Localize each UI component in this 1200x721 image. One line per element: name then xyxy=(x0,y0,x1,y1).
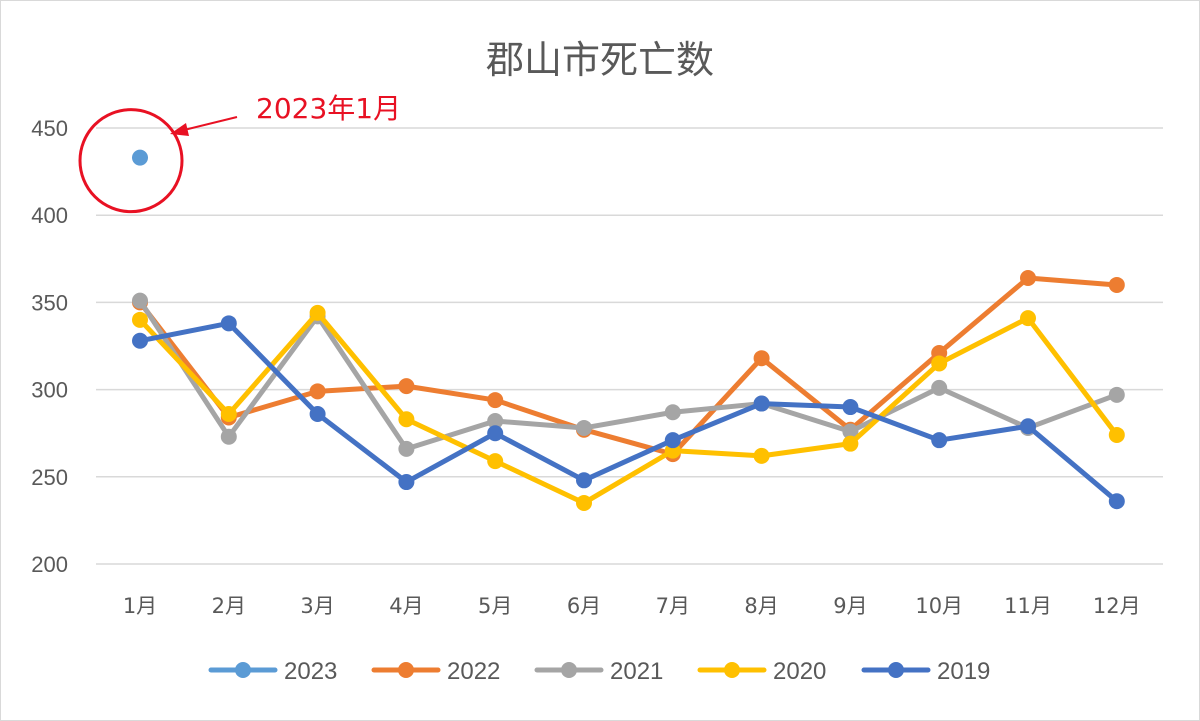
data-point xyxy=(664,404,681,421)
data-point xyxy=(931,432,948,449)
x-tick-label: 2月 xyxy=(212,594,246,618)
data-point xyxy=(664,432,681,449)
data-point xyxy=(1020,269,1036,286)
data-point xyxy=(931,355,948,372)
legend-item-2020: 2020 xyxy=(697,658,826,685)
x-tick-label: 8月 xyxy=(744,594,778,618)
y-tick-label: 350 xyxy=(31,290,68,315)
data-point xyxy=(753,447,770,464)
legend-label: 2022 xyxy=(447,658,500,685)
data-point xyxy=(487,425,504,442)
data-point xyxy=(842,423,859,440)
series-line xyxy=(137,275,1120,457)
legend-item-2023: 2023 xyxy=(208,658,337,685)
series-2019 xyxy=(132,315,1125,510)
data-point xyxy=(842,399,859,416)
x-tick-label: 10月 xyxy=(915,594,963,618)
legend-marker xyxy=(561,662,577,678)
annotation-highlight-circle xyxy=(78,108,184,214)
legend-item-2022: 2022 xyxy=(371,658,500,685)
legend-marker xyxy=(235,662,251,678)
annotation-arrow xyxy=(183,116,238,131)
x-tick-label: 11月 xyxy=(1004,594,1052,618)
annotation: 2023年1月 xyxy=(78,92,401,214)
x-tick-label: 1月 xyxy=(123,594,157,618)
x-tick-label: 6月 xyxy=(567,594,601,618)
series-line xyxy=(137,320,1120,504)
x-tick-label: 7月 xyxy=(656,594,690,618)
data-point xyxy=(132,149,148,166)
data-point xyxy=(576,419,592,436)
data-point xyxy=(309,304,326,321)
x-tick-label: 9月 xyxy=(833,594,867,618)
x-tick-label: 3月 xyxy=(300,594,334,618)
series-2020 xyxy=(132,304,1125,511)
data-point xyxy=(1108,276,1125,293)
annotation-label: 2023年1月 xyxy=(256,92,401,125)
series-2023 xyxy=(132,149,148,166)
series-line xyxy=(137,310,1120,506)
data-point xyxy=(220,428,237,445)
data-point xyxy=(842,435,859,452)
chart-title: 郡山市死亡数 xyxy=(486,38,714,82)
data-point xyxy=(398,378,415,395)
legend-item-2019: 2019 xyxy=(861,658,990,685)
data-point xyxy=(487,453,504,470)
x-tick-label: 5月 xyxy=(478,594,512,618)
data-point xyxy=(220,406,237,423)
legend-label: 2020 xyxy=(773,658,826,685)
data-point xyxy=(576,494,592,511)
gridlines xyxy=(96,127,1163,565)
series-line xyxy=(137,298,1120,452)
data-point xyxy=(1108,386,1125,403)
annotation-arrowhead xyxy=(170,123,189,136)
data-point xyxy=(753,350,770,367)
x-axis-ticks: 1月 2月 3月 4月 5月 6月 7月 8月 9月 10月 11月 12月 xyxy=(123,594,1141,618)
legend-label: 2021 xyxy=(610,658,663,685)
data-point xyxy=(132,311,148,328)
legend: 2023 2022 2021 2020 2019 xyxy=(208,658,990,685)
data-point xyxy=(1108,493,1125,510)
y-tick-label: 450 xyxy=(31,116,68,141)
legend-label: 2019 xyxy=(937,658,990,685)
y-tick-label: 300 xyxy=(31,378,68,403)
legend-label: 2023 xyxy=(284,658,337,685)
data-point xyxy=(309,406,326,423)
data-point xyxy=(220,315,237,332)
data-point xyxy=(398,440,415,457)
legend-marker xyxy=(724,662,740,678)
legend-marker xyxy=(398,662,414,678)
data-point xyxy=(1108,426,1125,443)
data-point xyxy=(487,392,504,409)
legend-marker xyxy=(888,662,904,678)
data-point xyxy=(1020,418,1036,435)
x-tick-label: 4月 xyxy=(389,594,423,618)
y-tick-label: 250 xyxy=(31,465,68,490)
y-axis-ticks: 200 250 300 350 400 450 xyxy=(31,116,68,577)
x-tick-label: 12月 xyxy=(1093,594,1141,618)
data-point xyxy=(132,332,148,349)
data-point xyxy=(1020,310,1036,327)
data-point xyxy=(398,411,415,428)
data-point xyxy=(576,472,592,489)
data-point xyxy=(398,474,415,491)
y-tick-label: 400 xyxy=(31,203,68,228)
data-point xyxy=(931,379,948,396)
data-point xyxy=(487,412,504,429)
series-lines xyxy=(132,149,1125,511)
legend-item-2021: 2021 xyxy=(534,658,663,685)
data-point xyxy=(753,395,770,412)
data-point xyxy=(132,292,148,309)
data-point xyxy=(309,383,326,400)
y-tick-label: 200 xyxy=(31,552,68,577)
